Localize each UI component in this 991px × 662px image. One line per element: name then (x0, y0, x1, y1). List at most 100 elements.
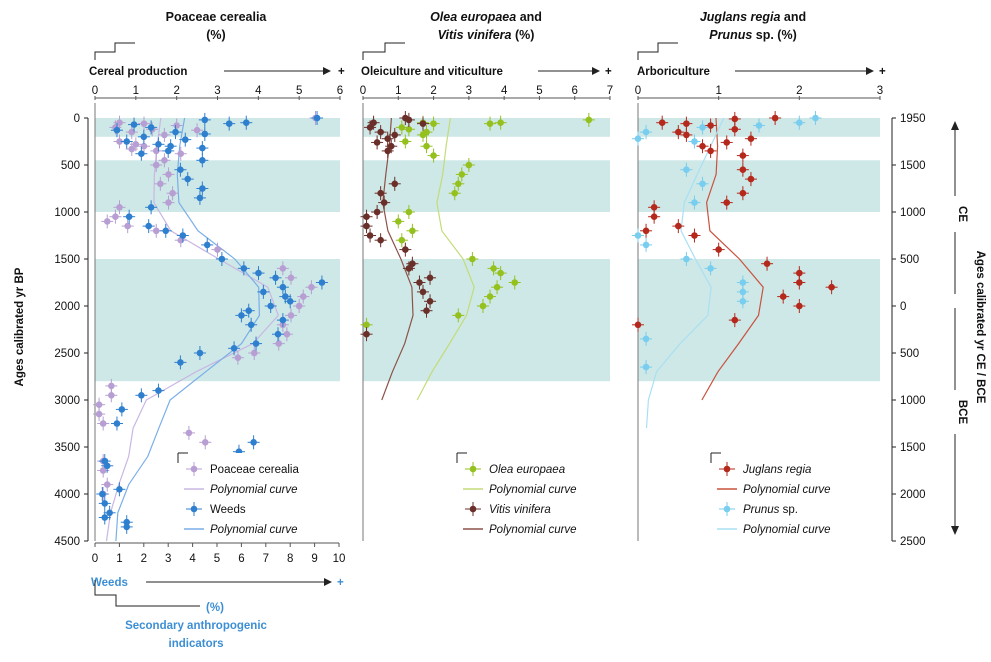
poaceae-data-point (295, 302, 303, 310)
weeds-data-point (282, 293, 289, 300)
poaceae-data-point (165, 199, 172, 206)
olea-data-point (490, 265, 497, 272)
left-y-tick-label: 1500 (54, 254, 80, 266)
juglans-data-point (747, 175, 755, 183)
juglans-data-point (675, 222, 682, 230)
vitis-data-point (419, 288, 427, 296)
left-y-tick-label: 4000 (54, 489, 80, 501)
poaceae-data-point (214, 246, 221, 253)
weeds-data-point (313, 114, 321, 122)
panel3-x-tick-label: 2 (796, 85, 802, 97)
olea-data-point (458, 171, 466, 178)
juglans-data-point (683, 131, 690, 139)
right-y-tick-label: 2000 (900, 489, 926, 501)
prunus-data-point (707, 265, 714, 272)
olea-data-point (479, 302, 487, 310)
juglans-data-point (699, 142, 706, 150)
juglans-data-point (650, 204, 658, 211)
vitis-data-point (384, 135, 392, 142)
legend-label: Polynomial curve (489, 484, 577, 496)
juglans-data-point (747, 135, 755, 142)
weeds-data-point (162, 227, 170, 235)
weeds-data-point (181, 136, 189, 143)
poaceae-data-point (112, 213, 119, 220)
weeds-data-point (242, 119, 250, 126)
olea-data-point (493, 283, 501, 291)
juglans-data-point (723, 139, 731, 146)
right-y-tick-label: 1500 (900, 442, 926, 454)
juglans-data-point (771, 114, 779, 122)
poaceae-data-point (169, 189, 176, 197)
left-y-tick-label: 3500 (54, 442, 80, 454)
juglans-data-point (634, 321, 642, 329)
bce-arrow-head (951, 526, 959, 535)
panel3-arrow-plus: + (879, 66, 886, 78)
weeds-data-point (272, 274, 279, 282)
panel2-x-tick-label: 6 (572, 85, 578, 97)
vitis-data-point (363, 330, 370, 338)
weeds-data-point (238, 312, 245, 319)
olea-data-point (497, 119, 504, 126)
vitis-data-point (419, 120, 427, 127)
vitis-data-point (405, 116, 413, 124)
vitis-data-point (370, 119, 377, 126)
weeds-x-tick-label: 8 (287, 553, 293, 565)
band-p2-3 (363, 259, 610, 382)
weeds-data-point (260, 288, 267, 296)
weeds-data-point (177, 359, 184, 366)
olea-data-point (451, 189, 459, 197)
weeds-data-point (279, 283, 287, 291)
olea-data-point (363, 321, 370, 329)
weeds-data-point (199, 157, 206, 164)
panel3-x-tick-label: 1 (715, 85, 721, 97)
weeds-arrow-head (324, 578, 332, 586)
poaceae-data-point (299, 293, 307, 300)
legend-label: Weeds (210, 504, 246, 516)
band-p3-3 (638, 259, 880, 382)
olea-data-point (430, 120, 437, 127)
olea-data-point (423, 142, 430, 150)
weeds-data-point (196, 194, 204, 202)
weeds-data-point (106, 509, 113, 517)
weeds-x-tick-label: 7 (263, 553, 269, 565)
left-y-tick-label: 1000 (54, 207, 80, 219)
poaceae-data-point (116, 204, 123, 211)
panel2-x-tick-label: 3 (466, 85, 472, 97)
legends: Poaceae cerealia Polynomial curve Weeds Pol… (177, 452, 869, 541)
weeds-data-point (279, 316, 287, 324)
vitis-data-point (391, 180, 399, 188)
panel2-x-tick-label: 5 (536, 85, 542, 97)
weeds-data-point (203, 241, 211, 249)
juglans-data-point (796, 279, 803, 286)
band-p1-1 (95, 118, 340, 137)
poaceae-data-point (152, 147, 160, 155)
poaceae-data-point (177, 150, 185, 158)
juglans-polynomial-curve (701, 117, 764, 401)
left-y-tick-label: 3000 (54, 395, 80, 407)
right-y-axis-label: Ages calibrated yr CE / BCE (974, 251, 986, 404)
vitis-data-point (402, 246, 409, 253)
right-y-tick-label: 500 (900, 254, 919, 266)
olea-data-point (497, 269, 504, 277)
weeds-data-point (247, 321, 255, 329)
juglans-data-point (707, 147, 714, 155)
prunus-data-point (796, 119, 803, 126)
poaceae-data-point (161, 131, 168, 139)
weeds-data-point (274, 330, 282, 338)
poaceae-data-point (132, 141, 140, 148)
panel2-title-line2: Vitis vinifera (%) (438, 28, 535, 42)
weeds-unit: (%) (206, 602, 224, 614)
panel3-arrow-head (866, 67, 874, 75)
data-points (93, 111, 838, 534)
panel1-x-tick-label: 1 (133, 85, 139, 97)
panel2-x-tick-label: 1 (395, 85, 401, 97)
band-p1-2 (95, 160, 340, 212)
panel2-arrow-plus: + (605, 66, 612, 78)
right-y-tick-label: 1950 (900, 113, 926, 125)
weeds-data-point (196, 349, 204, 357)
vitis-data-point (377, 236, 384, 244)
prunus-data-point (755, 122, 763, 129)
poaceae-data-point (234, 354, 242, 362)
panel3-x-tick-label: 0 (635, 85, 641, 97)
